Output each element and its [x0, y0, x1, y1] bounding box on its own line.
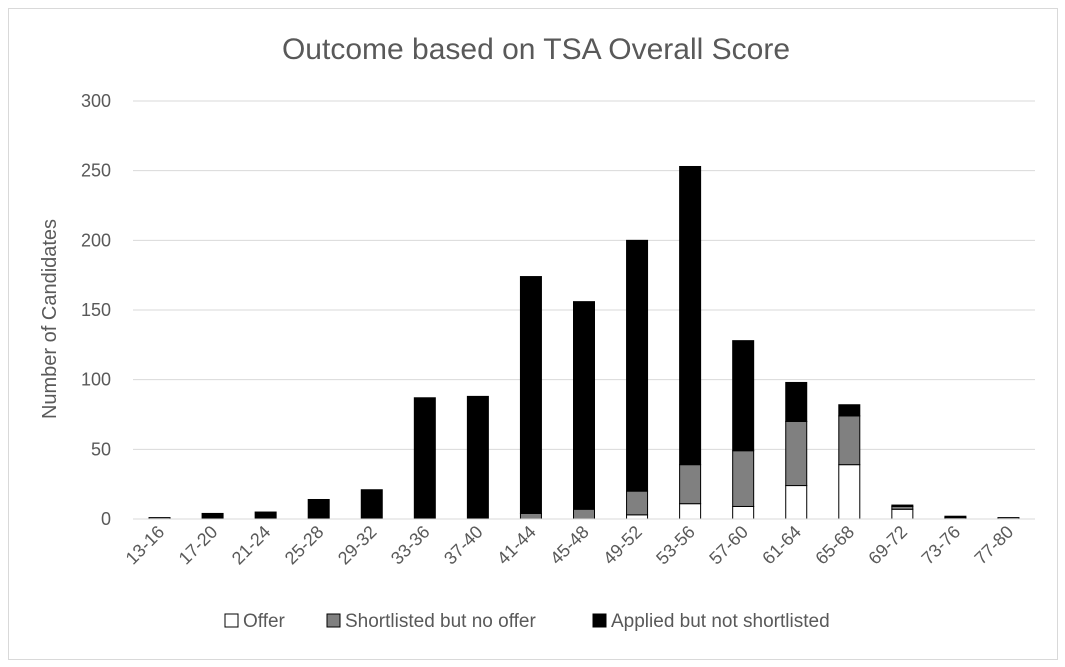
chart-frame: Outcome based on TSA Overall Score 0 50 10… — [8, 8, 1058, 660]
x-tick-label: 69-72 — [864, 522, 911, 569]
bar-applied-73-76 — [944, 515, 967, 519]
bar-offer-65-68 — [838, 464, 861, 520]
bar-applied-29-32 — [360, 489, 383, 520]
bar-applied-21-24 — [254, 511, 277, 520]
legend-swatch-offer — [224, 613, 239, 628]
bar-shortlisted-41-44 — [519, 512, 542, 520]
bar-applied-53-56 — [679, 165, 702, 466]
bars — [148, 165, 1020, 520]
bar-offer-49-52 — [626, 514, 649, 520]
y-axis-label: Number of Candidates — [39, 219, 61, 419]
y-axis-ticks: 0 50 100 150 200 250 300 — [81, 91, 111, 529]
bar-applied-33-36 — [413, 397, 436, 520]
y-tick-label: 50 — [91, 439, 111, 459]
bar-shortlisted-53-56 — [679, 464, 702, 505]
y-tick-label: 100 — [81, 370, 111, 390]
y-tick-label: 300 — [81, 91, 111, 111]
x-tick-label: 49-52 — [599, 522, 646, 569]
x-tick-label: 77-80 — [971, 522, 1018, 569]
x-tick-label: 41-44 — [493, 522, 540, 569]
bar-offer-69-72 — [891, 508, 914, 520]
x-tick-label: 57-60 — [705, 522, 752, 569]
bar-applied-61-64 — [785, 381, 808, 422]
x-tick-label: 25-28 — [281, 522, 328, 569]
y-tick-label: 150 — [81, 300, 111, 320]
x-axis-ticks: 13-16 17-20 21-24 25-28 29-32 33-36 37-40 41-44… — [122, 522, 1018, 569]
bar-shortlisted-57-60 — [732, 450, 755, 507]
bar-offer-53-56 — [679, 503, 702, 520]
x-tick-label: 53-56 — [652, 522, 699, 569]
x-tick-label: 13-16 — [122, 522, 169, 569]
bar-shortlisted-65-68 — [838, 415, 861, 466]
bar-shortlisted-45-48 — [573, 508, 595, 520]
bar-applied-49-52 — [626, 239, 649, 492]
bar-shortlisted-49-52 — [626, 490, 649, 516]
legend-label: Offer — [243, 611, 286, 632]
x-tick-label: 21-24 — [228, 522, 275, 569]
y-tick-label: 200 — [81, 230, 111, 250]
legend-label: Shortlisted but no offer — [345, 611, 536, 632]
bar-chart: Outcome based on TSA Overall Score 0 50 10… — [39, 33, 1035, 632]
legend-label: Applied but not shortlisted — [611, 611, 830, 632]
bar-applied-45-48 — [573, 301, 595, 510]
bar-shortlisted-61-64 — [785, 420, 808, 487]
legend: Offer Shortlisted but no offer Applied but… — [224, 611, 830, 632]
bar-applied-41-44 — [519, 276, 542, 514]
bar-applied-25-28 — [307, 498, 330, 520]
x-tick-label: 37-40 — [440, 522, 487, 569]
legend-swatch-applied — [592, 613, 607, 628]
x-tick-label: 73-76 — [918, 522, 965, 569]
y-tick-label: 0 — [101, 509, 111, 529]
bar-applied-17-20 — [201, 512, 224, 520]
x-tick-label: 33-36 — [387, 522, 434, 569]
y-tick-label: 250 — [81, 161, 111, 181]
bar-applied-37-40 — [466, 395, 489, 520]
bar-offer-57-60 — [732, 505, 755, 520]
chart-title: Outcome based on TSA Overall Score — [282, 33, 790, 66]
legend-swatch-shortlisted — [326, 613, 341, 628]
x-tick-label: 17-20 — [175, 522, 222, 569]
x-tick-label: 61-64 — [758, 522, 805, 569]
bar-offer-61-64 — [785, 485, 808, 520]
x-tick-label: 65-68 — [811, 522, 858, 569]
x-tick-label: 29-32 — [334, 522, 381, 569]
bar-applied-65-68 — [838, 404, 861, 417]
bar-applied-69-72 — [891, 504, 914, 507]
bar-applied-57-60 — [732, 340, 755, 452]
x-tick-label: 45-48 — [546, 522, 593, 569]
